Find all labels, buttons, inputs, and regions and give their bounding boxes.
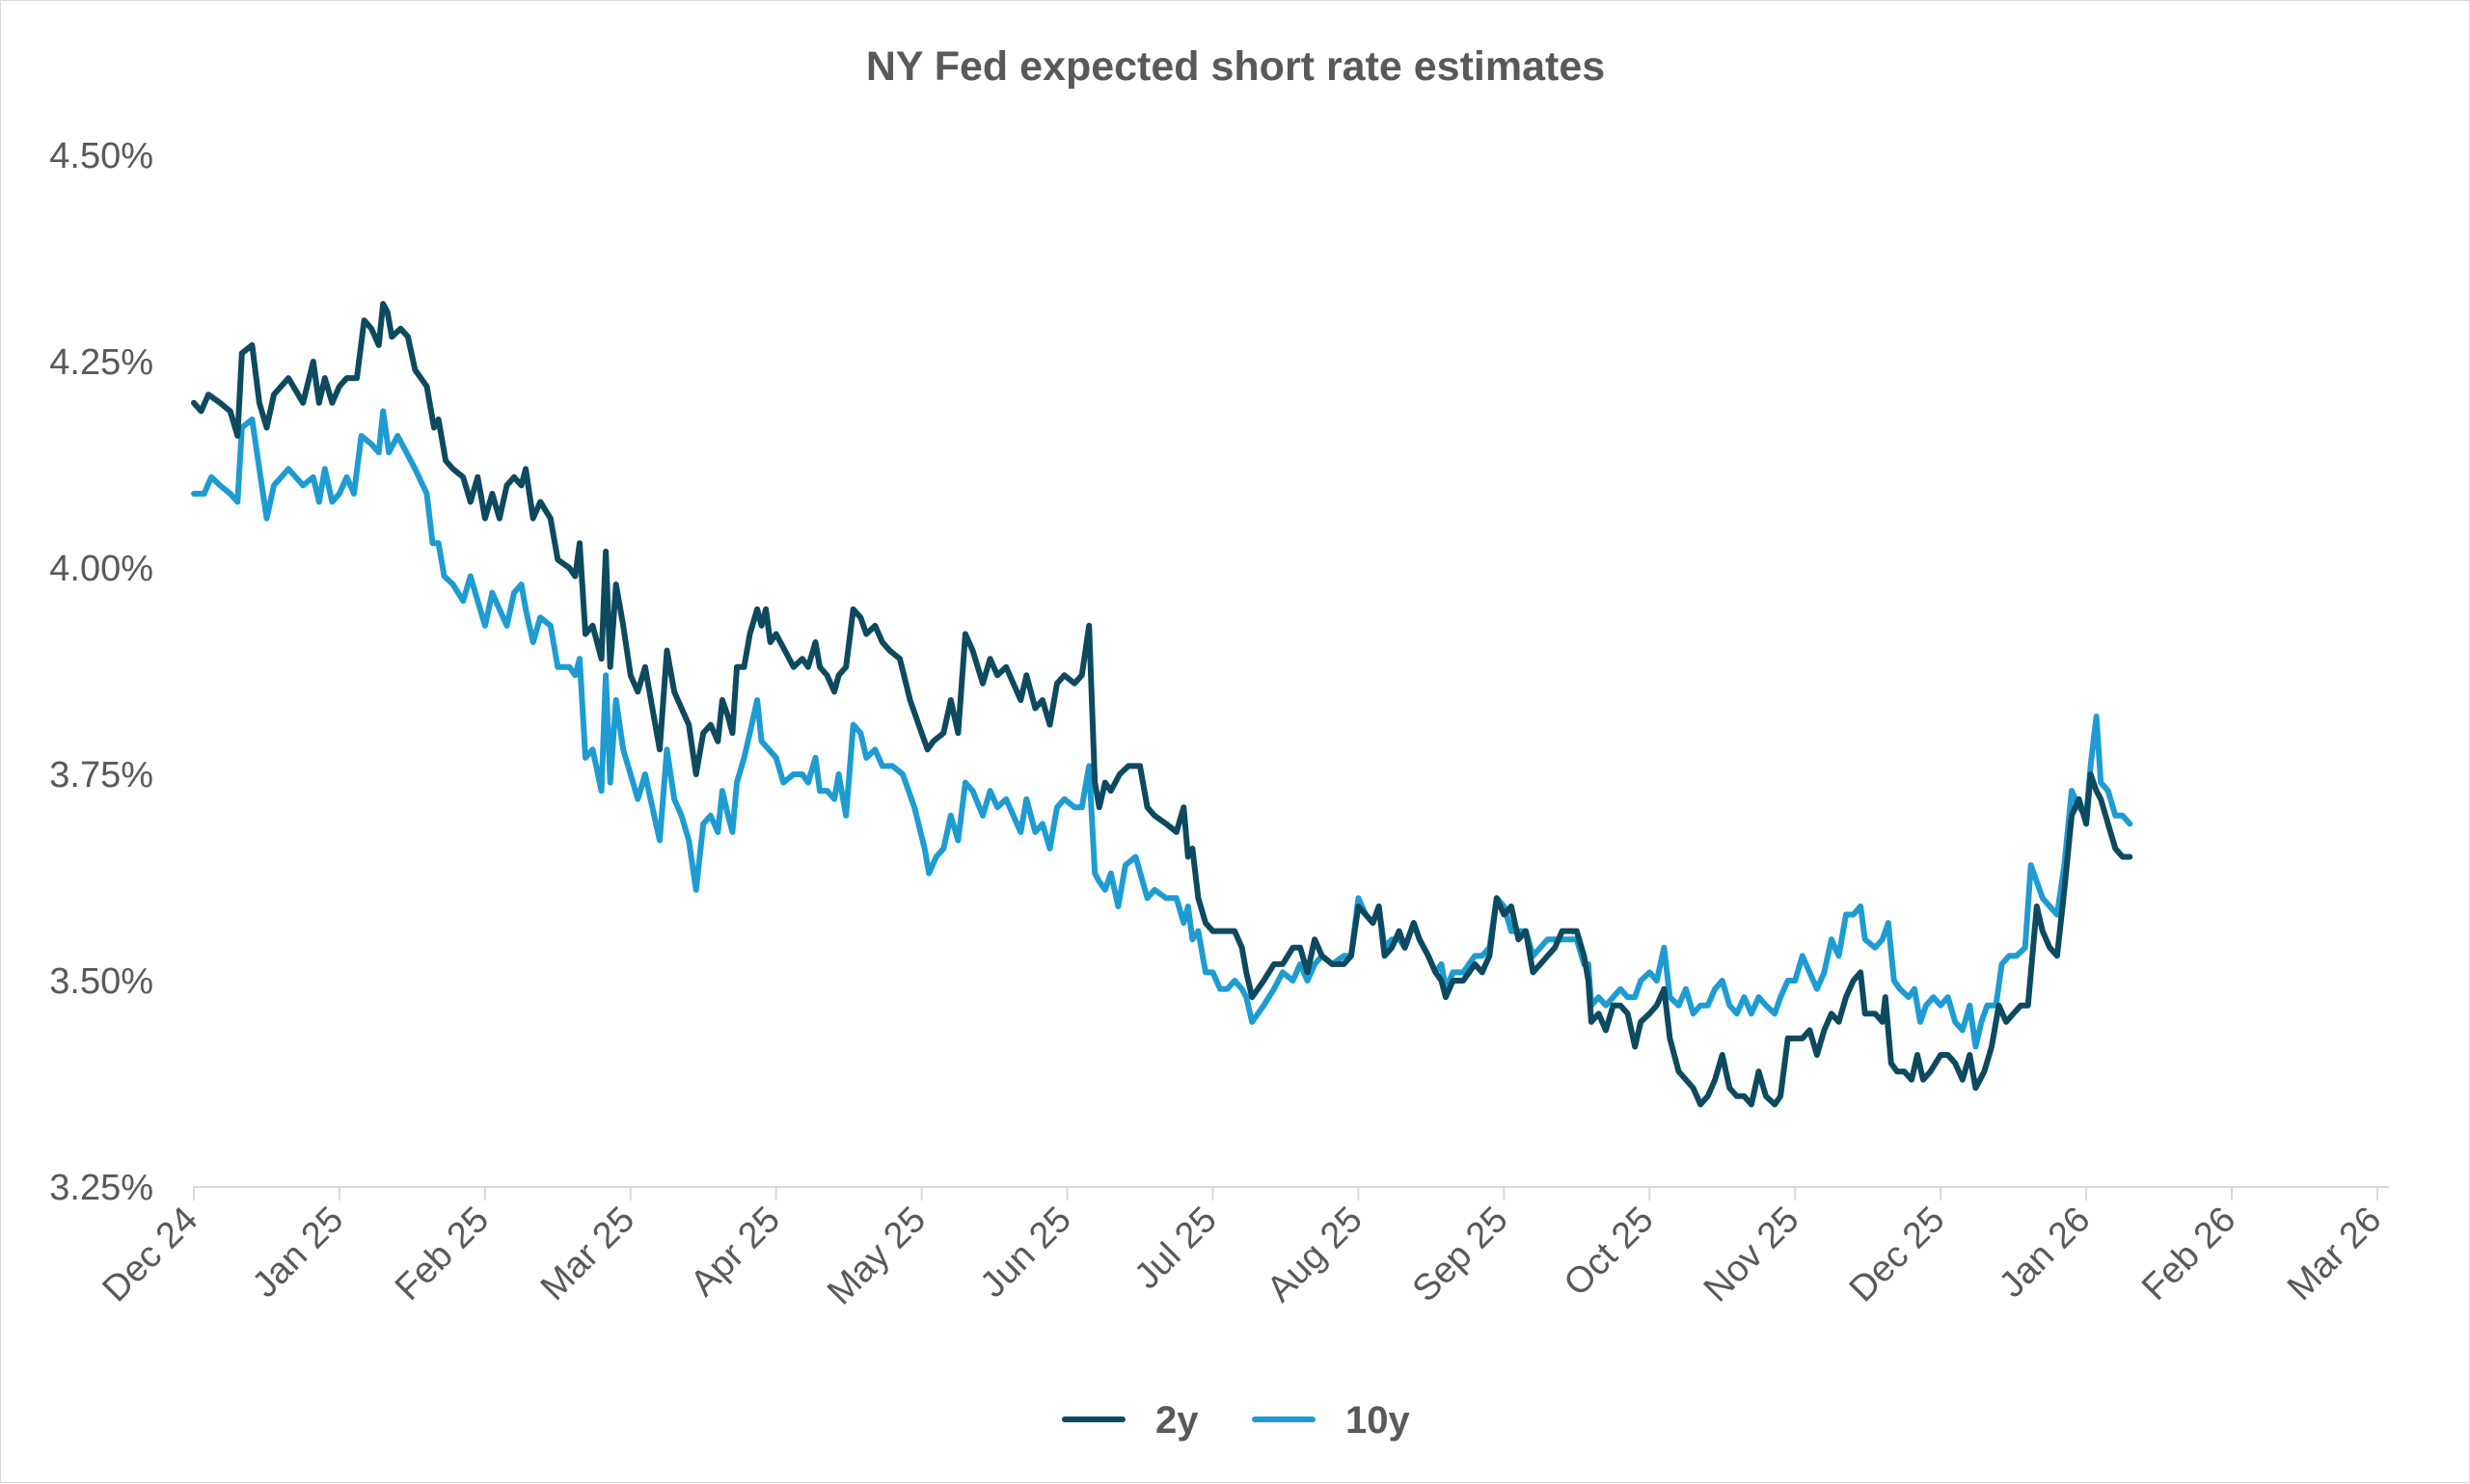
y-tick-label: 4.00% xyxy=(49,549,153,589)
y-tick-label: 4.25% xyxy=(49,342,153,383)
x-tick-label: Jan 25 xyxy=(245,1200,351,1306)
x-tick-label: Feb 25 xyxy=(388,1200,497,1309)
legend-label-2y: 2y xyxy=(1155,1399,1199,1442)
x-tick-label: Feb 26 xyxy=(2134,1200,2243,1309)
x-tick-label: Mar 26 xyxy=(2280,1200,2389,1309)
x-tick-label: Oct 25 xyxy=(1557,1200,1662,1305)
x-tick-label: Dec 24 xyxy=(95,1200,206,1310)
x-tick-label: Nov 25 xyxy=(1696,1200,1807,1310)
y-axis: 3.25% 3.50% 3.75% 4.00% 4.25% 4.50% xyxy=(49,136,153,1208)
series-layer xyxy=(191,301,2133,1108)
x-tick-label: Aug 25 xyxy=(1260,1200,1371,1310)
x-tick-label: May 25 xyxy=(820,1200,934,1313)
x-axis: Dec 24 Jan 25 Feb 25 Mar 25 Apr 25 May 25 Jun … xyxy=(95,1186,2389,1313)
series-line-2y xyxy=(191,301,2133,1108)
x-tick-label: Jan 26 xyxy=(1992,1200,2098,1306)
y-tick-label: 3.25% xyxy=(49,1168,153,1208)
x-tick-label: Apr 25 xyxy=(683,1200,788,1305)
x-tick-label: Jul 25 xyxy=(1126,1200,1224,1297)
series-line-10y xyxy=(191,408,2133,1050)
legend-label-10y: 10y xyxy=(1345,1399,1410,1442)
x-tick-label: Jun 25 xyxy=(973,1200,1079,1306)
x-tick-label: Mar 25 xyxy=(533,1200,642,1309)
x-tick-label: Sep 25 xyxy=(1405,1200,1516,1310)
y-tick-label: 3.75% xyxy=(49,755,153,796)
x-tick-label: Dec 25 xyxy=(1842,1200,1953,1310)
y-tick-label: 4.50% xyxy=(49,136,153,176)
y-tick-label: 3.50% xyxy=(49,961,153,1002)
chart-title: NY Fed expected short rate estimates xyxy=(866,43,1605,90)
legend: 2y 10y xyxy=(1062,1399,1410,1442)
